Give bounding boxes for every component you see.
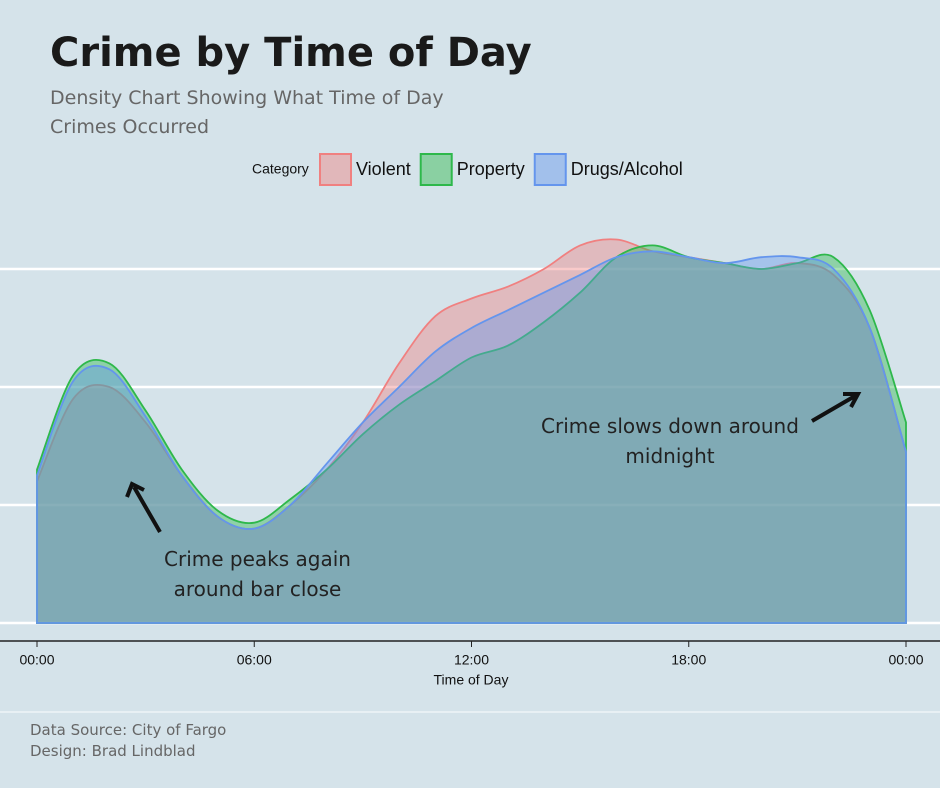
x-tick-label: 00:00 [19,652,54,668]
subtitle: Density Chart Showing What Time of Day C… [50,87,444,138]
annotation: Crime peaks again around bar close [164,547,351,601]
x-tick-label: 12:00 [454,652,489,668]
legend-key [419,153,453,186]
legend-label: Drugs/Alcohol [571,159,683,179]
x-tick-label: 18:00 [671,652,706,668]
legend-key [319,153,352,186]
legend-key [533,153,567,186]
legend-title: Category [252,161,309,177]
x-tick-label: 00:00 [888,652,923,668]
arrow [125,481,162,534]
legend-label: Property [457,159,525,179]
title: Crime by Time of Day [50,30,532,76]
density-area [36,250,907,624]
legend-label: Violent [356,159,411,179]
annotation: Crime slows down around midnight [541,414,799,468]
arrow [810,392,862,423]
footer-text: Design: Brad Lindblad [30,742,196,760]
x-axis-title: Time of Day [434,672,509,688]
footer-text: Data Source: City of Fargo [30,721,227,739]
x-tick-label: 06:00 [237,652,272,668]
